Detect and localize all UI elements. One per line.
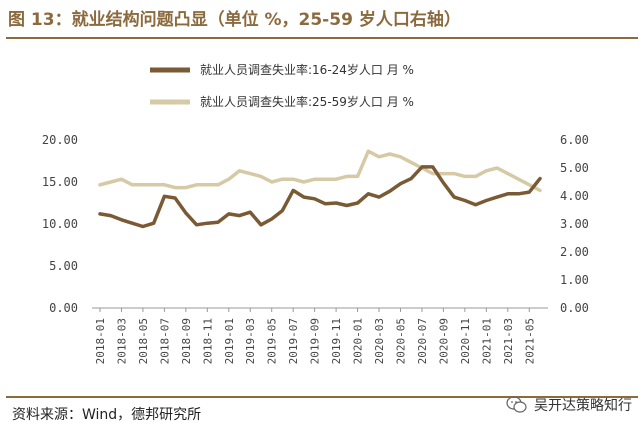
line-chart: 就业人员调查失业率:16-24岁人口 月 % 就业人员调查失业率:25-59岁人… [42, 62, 589, 364]
x-tick-label: 2020-07 [416, 318, 429, 364]
y-right-tick-label: 6.00 [560, 133, 589, 147]
footer-rule [6, 396, 638, 398]
y-left-tick-label: 20.00 [42, 133, 78, 147]
y-right-tick-label: 3.00 [560, 217, 589, 231]
x-tick-label: 2019-03 [244, 318, 257, 364]
x-tick-label: 2019-07 [287, 318, 300, 364]
x-tick-label: 2018-05 [137, 318, 150, 364]
series-line-25-59 [98, 149, 542, 193]
y-right-tick-label: 5.00 [560, 161, 589, 175]
y-right-tick-label: 0.00 [560, 301, 589, 315]
x-tick-label: 2018-09 [180, 318, 193, 364]
watermark-text: 吴开达策略知行 [534, 398, 632, 414]
x-tick-label: 2020-09 [437, 318, 450, 364]
x-tick-label: 2020-01 [352, 318, 365, 364]
x-tick-label: 2021-03 [502, 318, 515, 364]
y-left-tick-label: 10.00 [42, 217, 78, 231]
y-right-tick-label: 1.00 [560, 273, 589, 287]
legend-label-16-24: 就业人员调查失业率:16-24岁人口 月 % [200, 62, 414, 77]
source-note: 资料来源：Wind，德邦研究所 [12, 407, 202, 423]
x-tick-label: 2020-11 [459, 318, 472, 364]
series-line-16-24 [98, 165, 542, 229]
chart-legend: 就业人员调查失业率:16-24岁人口 月 % 就业人员调查失业率:25-59岁人… [150, 62, 414, 109]
x-tick-label: 2018-07 [158, 318, 171, 364]
x-tick-label: 2020-05 [394, 318, 407, 364]
wechat-icon [506, 396, 527, 413]
x-tick-label: 2018-11 [201, 318, 214, 364]
legend-label-25-59: 就业人员调查失业率:25-59岁人口 月 % [200, 94, 414, 109]
x-tick-label: 2018-01 [94, 318, 107, 364]
x-tick-label: 2019-05 [266, 318, 279, 364]
y-left-tick-label: 5.00 [49, 259, 78, 273]
watermark: 吴开达策略知行 [506, 395, 632, 415]
x-tick-label: 2019-11 [330, 318, 343, 364]
x-tick-label: 2018-03 [115, 318, 128, 364]
y-left-tick-label: 15.00 [42, 175, 78, 189]
x-tick-label: 2021-01 [480, 318, 493, 364]
title-rule [6, 37, 638, 39]
y-left-tick-label: 0.00 [49, 301, 78, 315]
y-right-tick-label: 4.00 [560, 189, 589, 203]
x-tick-label: 2019-01 [223, 318, 236, 364]
plot-area: 0.00 5.00 10.00 15.00 20.00 0.00 1.00 2.00 3.00 4… [42, 133, 589, 364]
x-tick-label: 2021-05 [523, 318, 536, 364]
x-tick-label: 2020-03 [373, 318, 386, 364]
figure-title: 图 13：就业结构问题凸显（单位 %，25-59 岁人口右轴） [8, 10, 461, 30]
y-right-tick-label: 2.00 [560, 245, 589, 259]
x-tick-label: 2019-09 [309, 318, 322, 364]
